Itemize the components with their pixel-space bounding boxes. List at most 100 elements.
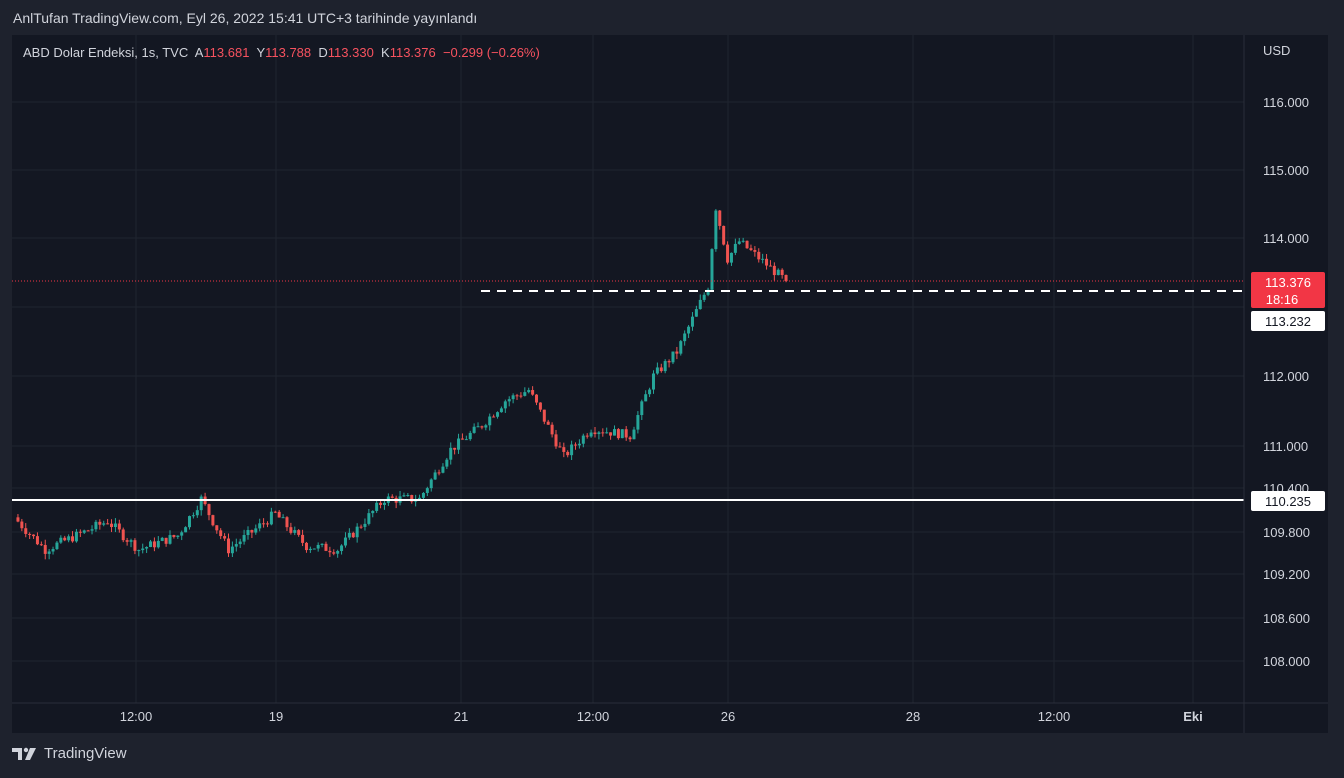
candle-body — [406, 495, 410, 497]
candle-body — [226, 538, 230, 554]
candle-body — [612, 429, 616, 436]
candle-body — [301, 534, 305, 543]
candle-body — [589, 432, 593, 437]
candle-body — [644, 394, 648, 402]
candle-body — [460, 438, 464, 440]
candle-body — [507, 399, 511, 402]
candle-body — [527, 390, 531, 393]
candle-body — [566, 451, 570, 456]
candle-body — [82, 530, 86, 533]
candle-body — [390, 496, 394, 498]
candle-body — [683, 333, 687, 342]
candle-body — [546, 421, 550, 425]
candle-body — [63, 537, 67, 541]
y-tick-label: 116.000 — [1263, 95, 1309, 110]
y-tick-label: 115.000 — [1263, 163, 1309, 178]
candle-body — [671, 351, 675, 363]
candle-body — [312, 548, 316, 550]
candle-body — [129, 540, 133, 542]
candle-body — [601, 432, 605, 434]
candle-body — [757, 251, 761, 260]
candle-body — [343, 537, 347, 546]
candle-body — [780, 269, 784, 275]
candle-body — [355, 526, 359, 538]
candle-body — [421, 492, 425, 498]
candle-body — [538, 402, 542, 410]
candle-body — [577, 443, 581, 446]
candle-body — [94, 521, 98, 530]
axes: USD116.000115.000114.000112.000111.00011… — [12, 35, 1328, 733]
y-tick-label: 111.000 — [1263, 439, 1308, 454]
candle-body — [714, 210, 718, 250]
candle-body — [340, 545, 344, 552]
candle-body — [472, 426, 476, 433]
candle-body — [43, 544, 47, 554]
candle-body — [359, 526, 363, 528]
candle-body — [367, 513, 371, 524]
x-tick-label: 12:00 — [1038, 709, 1071, 724]
candle-body — [293, 530, 297, 533]
candle-body — [281, 517, 285, 519]
candle-body — [457, 438, 461, 450]
candle-body — [441, 466, 445, 473]
support-level-value: 110.235 — [1265, 494, 1311, 509]
candle-body — [106, 523, 110, 525]
candle-body — [437, 472, 441, 474]
chart-panel[interactable] — [12, 35, 1328, 733]
candle-body — [655, 367, 659, 374]
candle-body — [753, 250, 757, 252]
candle-body — [242, 535, 246, 542]
candle-body — [184, 527, 188, 533]
candle-body — [776, 269, 780, 276]
candle-body — [219, 530, 223, 537]
candle-body — [535, 394, 539, 403]
candle-body — [110, 523, 114, 528]
candle-body — [207, 504, 211, 516]
candle-body — [47, 551, 51, 554]
candle-body — [152, 541, 156, 548]
last-price-countdown: 18:16 — [1266, 292, 1299, 307]
last-price-tag — [1251, 272, 1325, 308]
footer-brand[interactable]: TradingView — [44, 745, 127, 762]
candle-body — [238, 541, 242, 545]
candle-body — [195, 510, 199, 516]
candle-body — [113, 523, 117, 528]
candle-body — [289, 527, 293, 533]
candle-body — [382, 502, 386, 505]
symbol-label[interactable]: ABD Dolar Endeksi, 1s, TVC — [23, 45, 189, 60]
candle-body — [597, 432, 601, 435]
candle-body — [375, 502, 379, 511]
candle-body — [663, 361, 667, 372]
candle-body — [316, 544, 320, 549]
candle-body — [562, 447, 566, 452]
candle-body — [285, 517, 289, 528]
candle-body — [32, 534, 36, 537]
candle-body — [230, 546, 234, 554]
currency-label: USD — [1263, 43, 1290, 58]
candle-body — [269, 511, 273, 525]
change-value: −0.299 (−0.26%) — [442, 45, 540, 60]
support-level-tag — [1251, 491, 1325, 511]
candle-body — [484, 425, 488, 428]
candle-body — [476, 426, 480, 428]
candle-body — [453, 447, 457, 450]
candle-body — [20, 521, 24, 529]
candle-body — [768, 265, 772, 267]
y-tick-label: 109.800 — [1263, 525, 1310, 540]
candle-body — [28, 533, 32, 535]
candle-body — [503, 401, 507, 409]
candle-body — [297, 530, 301, 535]
candle-body — [690, 316, 694, 327]
candle-body — [722, 225, 726, 245]
x-tick-label: 12:00 — [120, 709, 153, 724]
candle-body — [659, 367, 663, 372]
candle-body — [433, 472, 437, 480]
dashed-level-tag — [1251, 311, 1325, 331]
candle-body — [496, 412, 500, 417]
candle-body — [468, 432, 472, 440]
published-header: AnlTufan TradingView.com, Eyl 26, 2022 1… — [13, 10, 478, 26]
candle-body — [133, 540, 137, 551]
candle-body — [554, 434, 558, 447]
candle-body — [24, 528, 28, 534]
